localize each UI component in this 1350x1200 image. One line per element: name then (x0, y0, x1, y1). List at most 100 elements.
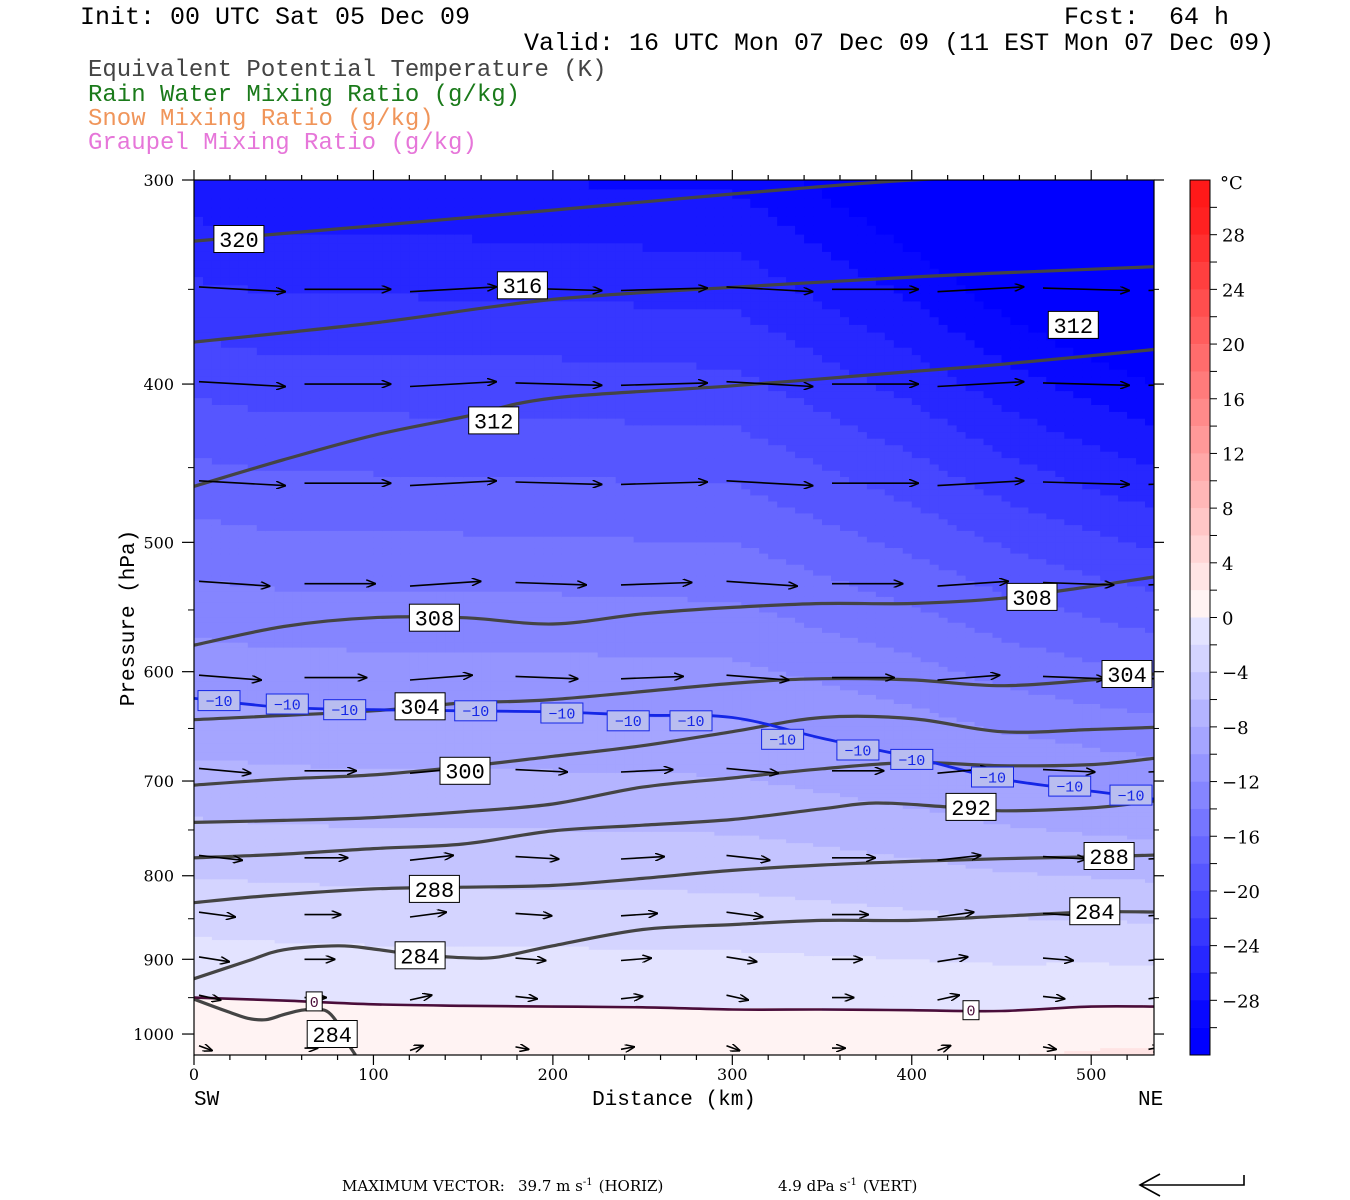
temperature-cell (211, 907, 222, 911)
temperature-cell (220, 451, 231, 459)
temperature-cell (400, 662, 410, 668)
temperature-cell (364, 525, 375, 532)
temperature-cell (436, 216, 446, 227)
temperature-cell (319, 756, 330, 762)
temperature-cell (319, 596, 330, 603)
temperature-cell (382, 968, 392, 973)
temperature-cell (391, 857, 401, 862)
temperature-cell (319, 438, 330, 446)
temperature-cell (256, 637, 267, 644)
temperature-cell (373, 875, 383, 880)
temperature-cell (418, 820, 428, 825)
temperature-cell (292, 785, 303, 790)
temperature-cell (400, 602, 410, 608)
temperature-cell (346, 981, 357, 985)
temperature-cell (310, 483, 321, 490)
temperature-cell (391, 882, 401, 887)
temperature-cell (373, 893, 383, 898)
temperature-cell (310, 586, 321, 593)
temperature-cell (283, 189, 294, 200)
temperature-cell (373, 662, 383, 668)
temperature-cell (292, 913, 303, 918)
temperature-cell (400, 622, 410, 629)
temperature-cell (194, 843, 204, 848)
temperature-cell (346, 730, 357, 736)
temperature-cell (409, 570, 419, 577)
temperature-cell (283, 332, 294, 341)
temperature-cell (247, 189, 258, 200)
temperature-cell (400, 1025, 410, 1029)
temperature-cell (220, 1022, 231, 1027)
temperature-cell (364, 666, 375, 673)
temperature-cell (391, 1036, 401, 1041)
temperature-cell (391, 189, 401, 200)
temperature-cell (346, 575, 357, 582)
temperature-cell (256, 996, 267, 1000)
temperature-cell (391, 1008, 401, 1012)
temperature-cell (337, 685, 348, 691)
temperature-cell (220, 384, 231, 392)
temperature-cell (427, 657, 437, 663)
temperature-cell (292, 1036, 303, 1041)
temperature-cell (229, 893, 240, 898)
temperature-cell (238, 347, 249, 356)
temperature-cell (391, 1039, 401, 1044)
temperature-cell (283, 875, 294, 880)
temperature-cell (220, 425, 231, 433)
temperature-cell (328, 632, 339, 639)
temperature-cell (238, 920, 249, 925)
temperature-cell (418, 730, 428, 736)
temperature-cell (337, 607, 348, 614)
temperature-cell (328, 666, 339, 673)
temperature-cell (229, 607, 240, 614)
temperature-cell (301, 657, 312, 663)
temperature-cell (247, 824, 258, 829)
temperature-cell (373, 956, 383, 960)
temperature-cell (319, 234, 330, 244)
temperature-cell (418, 513, 428, 520)
temperature-cell (355, 681, 366, 687)
temperature-cell (194, 513, 204, 520)
temperature-cell (274, 1019, 285, 1024)
temperature-cell (211, 835, 222, 840)
temperature-cell (427, 398, 437, 406)
temperature-cell (292, 857, 303, 862)
temperature-cell (355, 903, 366, 908)
temperature-cell (364, 910, 375, 915)
temperature-cell (418, 828, 428, 833)
temperature-cell (427, 1050, 437, 1055)
temperature-cell (409, 525, 419, 532)
temperature-cell (418, 355, 428, 364)
temperature-cell (292, 530, 303, 538)
temperature-cell (265, 652, 276, 658)
temperature-cell (265, 355, 276, 364)
temperature-cell (203, 793, 213, 798)
temperature-cell (328, 903, 339, 908)
temperature-cell (310, 647, 321, 654)
temperature-cell (409, 548, 419, 555)
temperature-cell (328, 575, 339, 582)
temperature-cell (319, 777, 330, 782)
temperature-cell (319, 1053, 330, 1055)
temperature-cell (418, 721, 428, 727)
temperature-cell (256, 495, 267, 502)
temperature-cell (427, 1053, 437, 1055)
temperature-cell (283, 519, 294, 526)
temperature-cell (301, 953, 312, 957)
temperature-cell (283, 846, 294, 852)
temperature-cell (418, 632, 428, 639)
temperature-cell (301, 743, 312, 749)
temperature-cell (382, 507, 392, 514)
temperature-cell (247, 207, 258, 218)
temperature-cell (194, 713, 204, 718)
temperature-cell (355, 347, 366, 356)
temperature-cell (283, 743, 294, 749)
temperature-cell (211, 1050, 222, 1055)
temperature-cell (292, 760, 303, 766)
temperature-cell (319, 483, 330, 490)
temperature-cell (337, 760, 348, 766)
temperature-cell (418, 1028, 428, 1032)
temperature-cell (310, 854, 321, 859)
temperature-cell (319, 251, 330, 261)
